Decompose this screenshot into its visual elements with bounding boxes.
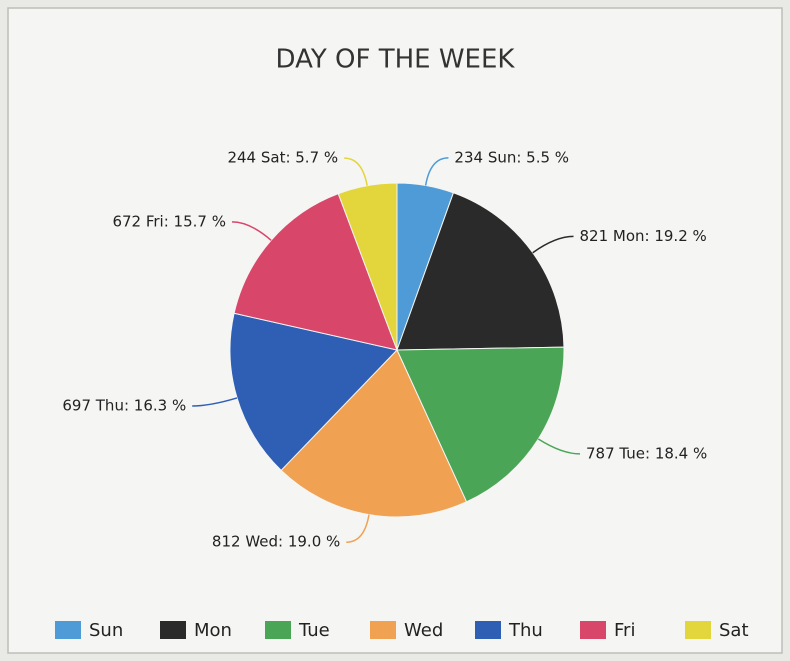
data-label: 234 Sun: 5.5 % bbox=[454, 148, 569, 166]
pie-slice bbox=[233, 193, 398, 351]
legend-swatch bbox=[685, 621, 711, 639]
legend-label: Wed bbox=[404, 620, 443, 641]
legend-swatch bbox=[475, 621, 501, 639]
legend-label: Thu bbox=[508, 620, 543, 641]
pie-slice bbox=[337, 182, 398, 351]
data-label: 244 Sat: 5.7 % bbox=[227, 149, 338, 167]
chart-title: DAY OF THE WEEK bbox=[276, 45, 516, 75]
data-label: 787 Tue: 18.4 % bbox=[586, 444, 707, 462]
legend-swatch bbox=[265, 621, 291, 639]
leader-line bbox=[532, 235, 574, 254]
legend-swatch bbox=[160, 621, 186, 639]
legend-swatch bbox=[55, 621, 81, 639]
legend-label: Fri bbox=[614, 620, 635, 641]
leader-line bbox=[231, 221, 272, 241]
legend-label: Sat bbox=[719, 620, 749, 641]
legend-swatch bbox=[580, 621, 606, 639]
pie-slice bbox=[280, 349, 468, 518]
leader-line bbox=[537, 438, 580, 455]
legend-swatch bbox=[370, 621, 396, 639]
data-label: 821 Mon: 19.2 % bbox=[580, 227, 707, 245]
legend-label: Sun bbox=[89, 620, 123, 641]
leader-line bbox=[192, 397, 238, 407]
leader-line bbox=[346, 514, 370, 543]
leader-line bbox=[344, 157, 368, 186]
pie-slice bbox=[229, 312, 398, 472]
data-label: 672 Fri: 15.7 % bbox=[112, 212, 226, 230]
data-label: 697 Thu: 16.3 % bbox=[62, 396, 186, 414]
pie-slice bbox=[396, 192, 565, 351]
data-label: 812 Wed: 19.0 % bbox=[212, 533, 340, 551]
legend-label: Tue bbox=[298, 620, 330, 641]
pie-slice bbox=[396, 346, 565, 503]
legend-label: Mon bbox=[194, 620, 232, 641]
leader-line bbox=[424, 157, 449, 186]
